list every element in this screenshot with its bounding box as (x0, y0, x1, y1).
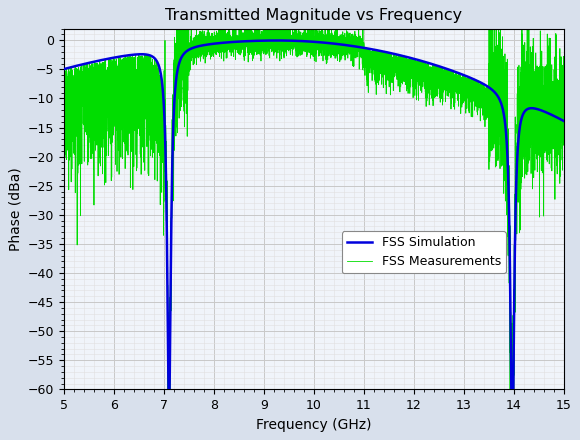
FSS Measurements (356, 38, 363, 43)
Line: FSS Measurements: FSS Measurements (64, 29, 564, 389)
FSS Measurements (458, 93, 465, 98)
FSS Simulation (431, 62, 438, 67)
FSS Simulation (458, 71, 465, 77)
FSS Simulation (61, 66, 68, 72)
FSS Measurements (61, 89, 68, 95)
FSS Simulation (274, 38, 281, 43)
FSS Measurements (173, 26, 180, 31)
FSS Simulation (560, 118, 567, 124)
Line: FSS Simulation: FSS Simulation (64, 40, 564, 389)
FSS Simulation (356, 44, 363, 50)
FSS Measurements (86, 60, 93, 66)
FSS Measurements (242, 40, 249, 46)
Legend: FSS Simulation, FSS Measurements: FSS Simulation, FSS Measurements (342, 231, 506, 273)
FSS Measurements (560, 58, 567, 63)
FSS Simulation (86, 60, 93, 66)
FSS Simulation (165, 387, 172, 392)
Title: Transmitted Magnitude vs Frequency: Transmitted Magnitude vs Frequency (165, 8, 462, 23)
FSS Measurements (378, 62, 385, 67)
FSS Simulation (378, 48, 385, 54)
X-axis label: Frequency (GHz): Frequency (GHz) (256, 418, 372, 432)
FSS Measurements (165, 387, 172, 392)
Y-axis label: Phase (dBa): Phase (dBa) (8, 167, 23, 251)
FSS Simulation (242, 39, 249, 44)
FSS Measurements (431, 64, 438, 69)
